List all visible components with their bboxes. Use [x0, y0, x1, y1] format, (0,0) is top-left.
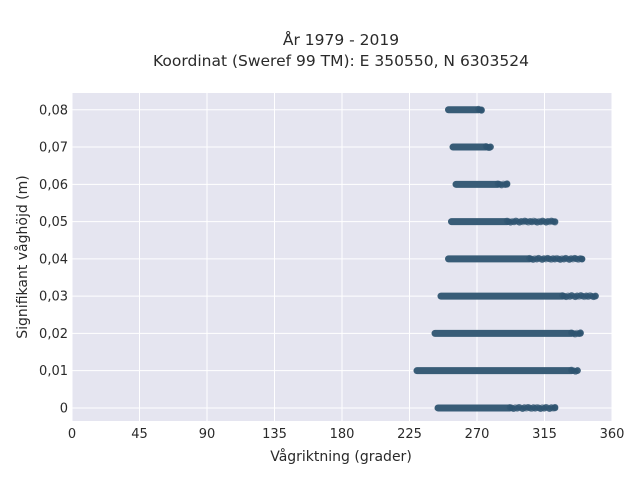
- y-tick-label: 0,08: [39, 103, 68, 118]
- chart-title: År 1979 - 2019: [283, 30, 399, 49]
- scatter-point: [551, 218, 559, 225]
- x-tick-label: 315: [532, 427, 557, 442]
- y-tick-label: 0,02: [39, 327, 68, 342]
- x-tick-label: 225: [397, 427, 422, 442]
- scatter-point: [574, 367, 581, 374]
- y-tick-label: 0,05: [39, 215, 68, 230]
- scatter-point: [487, 143, 494, 151]
- x-axis-ticks: 0 45 90 135 180 225 270 315 360: [68, 427, 625, 442]
- x-tick-label: 90: [199, 427, 216, 442]
- x-axis-label: Vågriktning (grader): [270, 448, 412, 465]
- scatter-point: [551, 404, 559, 412]
- y-axis-ticks: 0 0,01 0,02 0,03 0,04 0,05 0,06 0,07 0,08: [39, 103, 68, 416]
- y-tick-label: 0: [60, 401, 68, 416]
- x-tick-label: 360: [600, 427, 625, 442]
- scatter-band: [413, 366, 581, 375]
- scatter-band: [445, 105, 485, 114]
- chart-subtitle: Koordinat (Sweref 99 TM): E 350550, N 63…: [153, 52, 529, 70]
- y-axis-label: Signifikant våghöjd (m): [14, 175, 31, 338]
- scatter-point: [478, 106, 485, 114]
- scatter-band: [449, 143, 494, 152]
- x-tick-label: 135: [262, 427, 287, 442]
- scatter-points: [413, 105, 599, 412]
- scatter-band: [445, 254, 586, 263]
- y-tick-label: 0,01: [39, 364, 68, 379]
- x-tick-label: 180: [330, 427, 355, 442]
- scatter-point: [503, 181, 511, 188]
- scatter-band: [434, 403, 559, 412]
- y-tick-label: 0,04: [39, 252, 68, 267]
- scatter-band: [437, 292, 599, 301]
- scatter-band: [448, 217, 559, 226]
- x-tick-label: 45: [131, 427, 148, 442]
- y-tick-label: 0,03: [39, 290, 68, 305]
- scatter-band: [431, 329, 584, 338]
- scatter-point: [577, 330, 584, 337]
- y-tick-label: 0,06: [39, 178, 68, 193]
- x-tick-label: 0: [68, 427, 76, 442]
- y-tick-label: 0,07: [39, 141, 68, 156]
- scatter-point: [592, 292, 599, 300]
- scatter-band: [452, 180, 511, 189]
- x-tick-label: 270: [465, 427, 490, 442]
- scatter-point: [578, 255, 586, 263]
